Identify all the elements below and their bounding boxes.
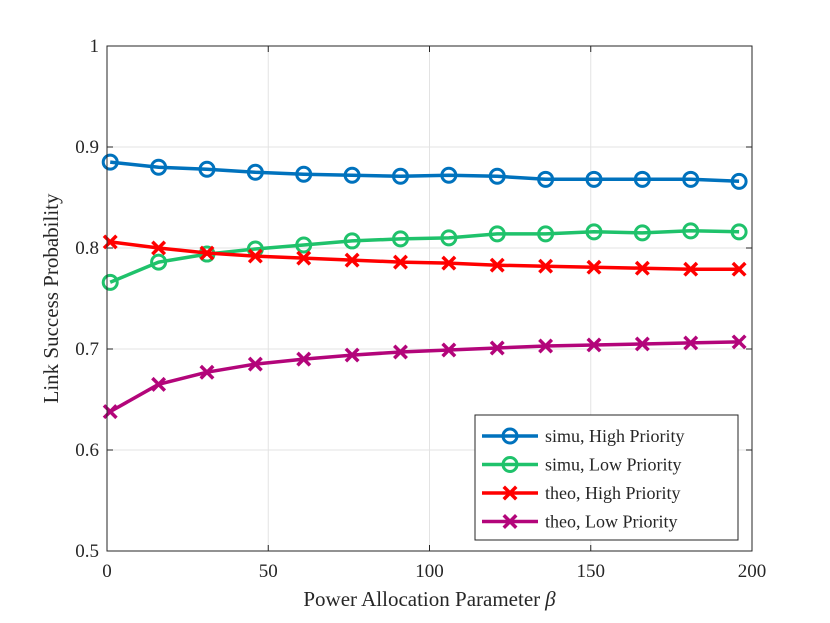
tick-labels: 0 50 100 150 200 0.5 0.6 0.7 0.8 0.9 1 (75, 36, 766, 582)
series-4 (102, 334, 747, 420)
data-point (731, 334, 747, 350)
series-line (109, 240, 740, 271)
series-2 (101, 222, 748, 291)
legend-label: simu, High Priority (545, 426, 685, 446)
data-point (151, 240, 167, 256)
data-point (343, 166, 361, 184)
legend-marker (502, 514, 518, 529)
x-tick-label: 200 (738, 561, 767, 582)
data-point (538, 338, 554, 354)
data-point (683, 335, 699, 351)
data-point (440, 166, 458, 184)
series-3 (102, 234, 747, 277)
data-point (101, 273, 119, 291)
legend-entry: simu, High Priority (482, 426, 685, 446)
data-point (343, 232, 361, 250)
legend-marker (501, 456, 519, 473)
data-point (730, 223, 748, 241)
legend-label: simu, Low Priority (545, 455, 682, 475)
data-point (634, 336, 650, 352)
data-point (246, 163, 264, 181)
series-line (109, 340, 740, 414)
y-tick-label: 0.5 (75, 541, 99, 562)
data-point (296, 250, 312, 266)
data-point (731, 261, 747, 277)
data-point (441, 342, 457, 358)
data-point (634, 260, 650, 276)
data-point (247, 248, 263, 264)
x-tick-label: 100 (415, 561, 444, 582)
data-point (489, 257, 505, 273)
series-1 (101, 153, 748, 190)
legend-entry: simu, Low Priority (482, 455, 682, 475)
legend: simu, High Priority simu, Low Priority the… (474, 414, 739, 541)
data-point (295, 165, 313, 183)
x-axis-symbol: β (544, 587, 556, 611)
data-point (537, 170, 555, 188)
series-layer (101, 153, 748, 420)
data-point (633, 224, 651, 242)
x-tick-label: 50 (259, 561, 278, 582)
legend-entry: theo, High Priority (482, 483, 681, 503)
data-point (199, 364, 215, 380)
data-point (296, 351, 312, 367)
y-tick-label: 0.7 (75, 339, 99, 360)
data-point (489, 340, 505, 356)
data-point (393, 254, 408, 270)
x-axis-title: Power Allocation Parameter β (303, 587, 556, 611)
y-tick-label: 0.8 (75, 238, 99, 259)
data-point (730, 172, 748, 190)
data-point (295, 236, 313, 254)
data-point (150, 158, 168, 176)
data-point (198, 160, 216, 178)
data-point (585, 223, 603, 241)
data-point (344, 347, 360, 363)
data-point (537, 225, 555, 243)
y-tick-label: 1 (90, 36, 100, 57)
y-tick-label: 0.9 (75, 137, 99, 158)
data-point (488, 225, 506, 243)
y-axis-title: Link Success Probability (39, 193, 63, 403)
data-point (585, 170, 603, 188)
data-point (151, 376, 167, 392)
data-point (633, 170, 651, 188)
data-point (682, 170, 700, 188)
legend-marker (502, 485, 518, 501)
legend-label: theo, High Priority (545, 483, 681, 503)
data-point (101, 153, 119, 171)
data-point (393, 344, 408, 360)
data-point (344, 252, 360, 268)
legend-entry: theo, Low Priority (482, 512, 678, 532)
data-point (150, 253, 168, 271)
legend-marker (501, 427, 519, 445)
data-point (199, 245, 215, 261)
legend-label: theo, Low Priority (545, 512, 678, 532)
data-point (441, 255, 457, 271)
data-point (538, 258, 554, 274)
data-point (440, 229, 458, 247)
data-point (391, 230, 409, 248)
data-point (488, 167, 506, 185)
data-point (682, 222, 700, 240)
x-tick-label: 0 (102, 561, 112, 582)
y-tick-label: 0.6 (75, 440, 99, 461)
data-point (391, 167, 409, 185)
x-tick-label: 150 (577, 561, 606, 582)
data-point (586, 337, 602, 353)
data-point (683, 261, 699, 277)
data-point (247, 356, 263, 372)
data-point (586, 259, 602, 275)
